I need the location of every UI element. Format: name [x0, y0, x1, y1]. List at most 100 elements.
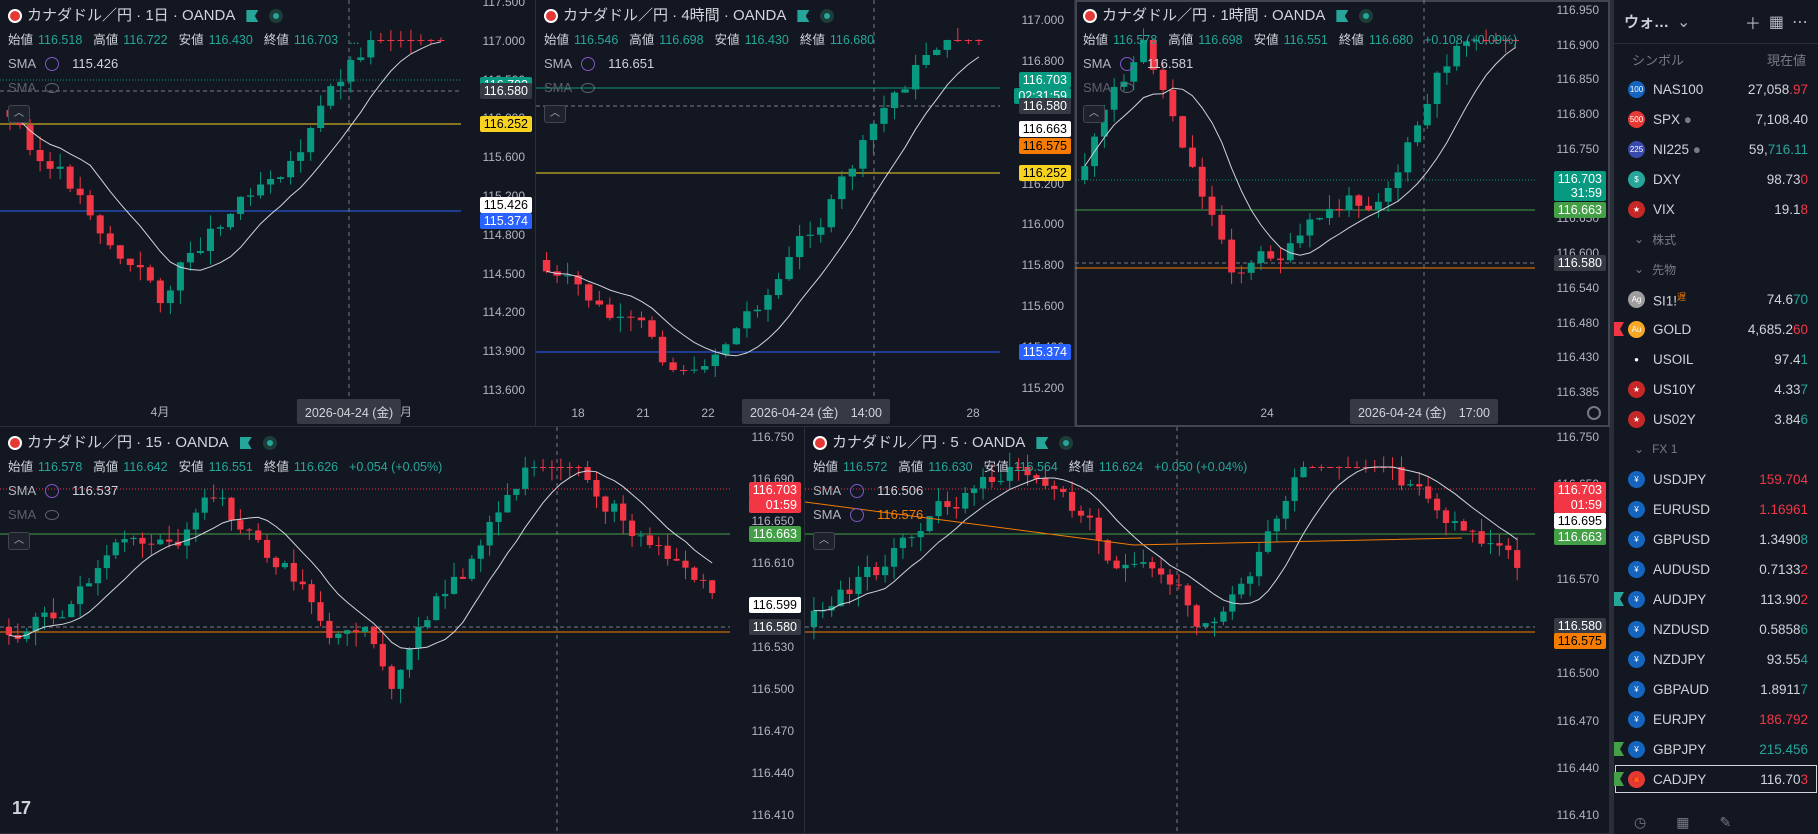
- column-symbol[interactable]: シンボル: [1632, 52, 1685, 68]
- indicator-settings-icon[interactable]: [45, 484, 60, 498]
- flag-marker-icon[interactable]: [1614, 322, 1624, 336]
- collapse-legend-button[interactable]: ︿: [1083, 104, 1105, 123]
- flag-icon[interactable]: [1336, 10, 1349, 22]
- collapse-legend-button[interactable]: ︿: [8, 531, 30, 550]
- flag-marker-icon[interactable]: [1614, 592, 1624, 606]
- watchlist-row[interactable]: ¥ EURJPY 186.792: [1614, 704, 1818, 734]
- indicator-settings-icon[interactable]: [45, 57, 60, 71]
- time-axis[interactable]: 18212223282026-04-24 (金) 14:00: [536, 399, 1000, 426]
- watchlist-row[interactable]: 🍁 CADJPY 116.703: [1614, 764, 1818, 794]
- price-tag: 116.695: [1553, 513, 1606, 529]
- chart-title[interactable]: カナダドル／円 · 4時間 · OANDA: [563, 7, 787, 24]
- column-price[interactable]: 現在値: [1766, 52, 1806, 68]
- sma-label-hidden[interactable]: SMA: [1083, 80, 1112, 95]
- price-axis[interactable]: 117.000116.800116.600116.400116.200116.0…: [1000, 0, 1074, 426]
- watchlist-row[interactable]: ¥ AUDJPY 113.902: [1614, 584, 1818, 614]
- watchlist-row[interactable]: ★ US10Y 4.337: [1614, 374, 1818, 404]
- price-plot[interactable]: [536, 0, 1000, 400]
- flag-icon[interactable]: [797, 10, 810, 22]
- sma-label-hidden[interactable]: SMA: [8, 507, 37, 522]
- sma-label[interactable]: SMA: [813, 483, 842, 498]
- watchlist-row[interactable]: ★ US02Y 3.846: [1614, 404, 1818, 434]
- chart-title[interactable]: カナダドル／円 · 15 · OANDA: [27, 434, 229, 451]
- candle-body: [1086, 515, 1093, 518]
- chart-pane-5m[interactable]: カナダドル／円 · 5 · OANDA 始値 116.572 高値 116.630 安値 1…: [805, 427, 1610, 834]
- chevron-down-icon[interactable]: ⌄: [1677, 13, 1691, 31]
- watchlist-row[interactable]: ¥ EURUSD 1.16961: [1614, 494, 1818, 524]
- collapse-legend-button[interactable]: ︿: [8, 104, 30, 123]
- watchlist-row[interactable]: ★ VIX 19.18: [1614, 194, 1818, 224]
- price-plot[interactable]: [0, 0, 461, 400]
- flag-icon[interactable]: [246, 10, 259, 22]
- watchlist-row[interactable]: ¥ NZDUSD 0.58586: [1614, 614, 1818, 644]
- eye-hidden-icon[interactable]: [45, 83, 60, 93]
- watchlist-row[interactable]: ● USOIL 97.41: [1614, 344, 1818, 374]
- chevron-down-icon[interactable]: ⌄: [1634, 232, 1645, 246]
- sma-label[interactable]: SMA: [1083, 56, 1112, 71]
- eye-hidden-icon[interactable]: [1120, 83, 1135, 93]
- eye-hidden-icon[interactable]: [45, 510, 60, 520]
- sma-label[interactable]: SMA: [8, 483, 37, 498]
- sma-label[interactable]: SMA: [544, 56, 573, 71]
- watchlist-row[interactable]: 500 SPX ● 7,108.40: [1614, 104, 1818, 134]
- price-plot[interactable]: [805, 427, 1535, 834]
- indicator-settings-icon[interactable]: [1120, 57, 1135, 71]
- watchlist-row[interactable]: $ DXY 98.730: [1614, 164, 1818, 194]
- sma-label-hidden[interactable]: SMA: [544, 80, 573, 95]
- watchlist-section[interactable]: ⌄ 先物: [1614, 254, 1818, 284]
- watchlist-row[interactable]: ¥ USDJPY 159.704: [1614, 464, 1818, 494]
- gear-icon[interactable]: [1587, 406, 1601, 420]
- flag-marker-icon[interactable]: [1614, 772, 1624, 786]
- watchlist-row[interactable]: ¥ GBPAUD 1.89117: [1614, 674, 1818, 704]
- indicator-settings-icon[interactable]: [850, 484, 865, 498]
- watchlist-section[interactable]: ⌄ 株式: [1614, 224, 1818, 254]
- trend-line[interactable]: [805, 501, 1463, 546]
- watchlist-row[interactable]: Au GOLD 4,685.260: [1614, 314, 1818, 344]
- watchlist-row[interactable]: ¥ NZDJPY 93.554: [1614, 644, 1818, 674]
- collapse-legend-button[interactable]: ︿: [813, 531, 835, 550]
- chevron-down-icon[interactable]: ⌄: [1634, 442, 1645, 456]
- chart-title[interactable]: カナダドル／円 · 1時間 · OANDA: [1102, 7, 1326, 24]
- watchlist-row[interactable]: ¥ GBPJPY 215.456: [1614, 734, 1818, 764]
- chevron-down-icon[interactable]: ⌄: [1634, 262, 1645, 276]
- time-axis[interactable]: 4月 月 2026-04-24 (金): [0, 399, 461, 426]
- flag-icon[interactable]: [1036, 437, 1049, 449]
- eye-hidden-icon[interactable]: [581, 83, 596, 93]
- calendar-icon[interactable]: ◷: [1634, 814, 1647, 830]
- flag-icon[interactable]: [239, 437, 252, 449]
- price-plot[interactable]: [0, 427, 730, 834]
- sma-label[interactable]: SMA: [8, 56, 37, 71]
- chart-pane-1h[interactable]: カナダドル／円 · 1時間 · OANDA 始値 116.578 高値 116.698 安…: [1075, 0, 1610, 427]
- chart-title[interactable]: カナダドル／円 · 1日 · OANDA: [27, 7, 236, 24]
- watchlist-row[interactable]: ¥ GBPUSD 1.34908: [1614, 524, 1818, 554]
- chart-pane-15m[interactable]: カナダドル／円 · 15 · OANDA 始値 116.578 高値 116.642 安値…: [0, 427, 805, 834]
- watchlist-section[interactable]: ⌄ FX 1: [1614, 434, 1818, 464]
- chart-pane-daily[interactable]: カナダドル／円 · 1日 · OANDA 始値 116.518 高値 116.722 安値…: [0, 0, 536, 427]
- sma-label-hidden[interactable]: SMA: [8, 80, 37, 95]
- time-axis[interactable]: 24 2026-04-24 (金) 17:00: [1075, 399, 1535, 426]
- grid-icon[interactable]: ▦: [1676, 814, 1690, 830]
- watchlist-row[interactable]: ¥ AUDUSD 0.71332: [1614, 554, 1818, 584]
- watchlist-title[interactable]: ウォ…: [1624, 14, 1670, 31]
- layout-icon[interactable]: ▦: [1768, 13, 1784, 31]
- candle-body: [1110, 86, 1118, 110]
- tradingview-logo[interactable]: 17: [12, 798, 31, 818]
- add-symbol-icon[interactable]: ＋: [1744, 15, 1761, 33]
- price-axis[interactable]: 116.950 116.900 116.850 116.800 116.750 116.7…: [1535, 0, 1609, 426]
- watchlist-row[interactable]: 225 NI225 ● 59,716.11: [1614, 134, 1818, 164]
- indicator-settings-icon[interactable]: [850, 508, 865, 522]
- indicator-settings-icon[interactable]: [581, 57, 596, 71]
- sma-label[interactable]: SMA: [813, 507, 842, 522]
- price-plot[interactable]: [1075, 0, 1535, 400]
- collapse-legend-button[interactable]: ︿: [544, 104, 566, 123]
- chart-title[interactable]: カナダドル／円 · 5 · OANDA: [832, 434, 1026, 451]
- price-axis[interactable]: 116.750116.650116.610116.570116.530116.5…: [1535, 427, 1609, 833]
- chart-pane-4h[interactable]: カナダドル／円 · 4時間 · OANDA 始値 116.546 高値 116.698 安…: [536, 0, 1075, 427]
- price-axis[interactable]: 117.500117.000116.500116.000115.600115.2…: [461, 0, 535, 426]
- more-icon[interactable]: ⋯: [1792, 13, 1808, 31]
- watchlist-row[interactable]: Ag SI1!遅 74.670: [1614, 284, 1818, 314]
- watchlist-row[interactable]: 100 NAS100 27,058.97: [1614, 74, 1818, 104]
- pencil-icon[interactable]: ✎: [1719, 814, 1732, 830]
- price-axis[interactable]: 116.750116.690116.650116.610116.570116.5…: [730, 427, 804, 833]
- flag-marker-icon[interactable]: [1614, 742, 1624, 756]
